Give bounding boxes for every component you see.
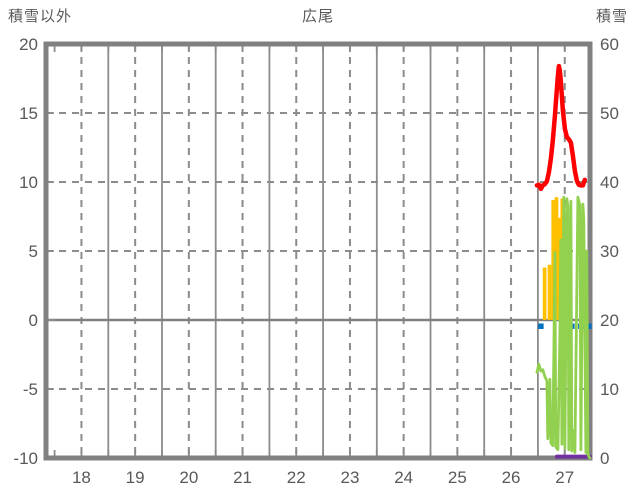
chart-title: 広尾: [301, 8, 335, 25]
x-axis-day-label: 24: [394, 468, 413, 487]
x-axis-day-label: 21: [233, 468, 252, 487]
right-axis-tick-label: 50: [600, 104, 619, 123]
x-axis-day-label: 26: [502, 468, 521, 487]
left-axis-tick-label: -10: [13, 449, 38, 468]
yellow-bars: [551, 199, 556, 320]
right-axis-tick-label: 0: [600, 449, 609, 468]
left-axis-tick-label: 10: [19, 173, 38, 192]
left-axis-tick-label: 0: [29, 311, 38, 330]
blue-markers: [538, 323, 544, 329]
right-axis-title: 積雪: [595, 8, 628, 25]
x-axis-day-label: 23: [340, 468, 359, 487]
right-axis-tick-label: 20: [600, 311, 619, 330]
x-axis-day-label: 19: [126, 468, 145, 487]
right-axis-tick-label: 60: [600, 35, 619, 54]
x-axis-day-label: 27: [555, 468, 574, 487]
right-axis-tick-label: 30: [600, 242, 619, 261]
right-axis-tick-label: 40: [600, 173, 619, 192]
left-axis-title: 積雪以外: [8, 8, 73, 25]
red-line: [534, 63, 588, 192]
yellow-bars: [542, 267, 547, 320]
green-line: [535, 195, 592, 460]
x-axis-day-label: 18: [72, 468, 91, 487]
left-axis-tick-label: -5: [23, 380, 38, 399]
right-axis-tick-label: 10: [600, 380, 619, 399]
yellow-bars: [554, 197, 559, 320]
blue-markers: [586, 323, 592, 329]
left-axis-tick-label: 20: [19, 35, 38, 54]
x-axis-day-label: 25: [448, 468, 467, 487]
plot-border: [43, 41, 593, 461]
left-axis-tick-label: 5: [29, 242, 38, 261]
yellow-bars: [547, 264, 552, 320]
x-axis-day-label: 20: [179, 468, 198, 487]
x-axis-day-label: 22: [287, 468, 306, 487]
left-axis-tick-label: 15: [19, 104, 38, 123]
